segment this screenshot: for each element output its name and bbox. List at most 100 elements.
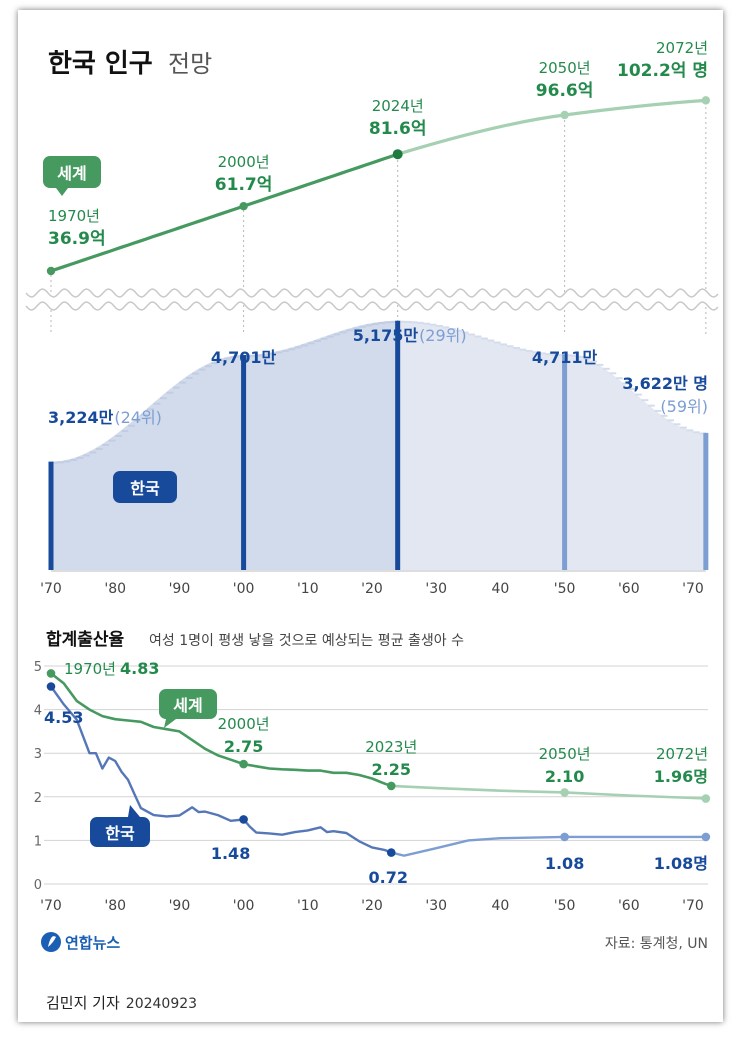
fertility-x-tick: '10 [297, 898, 319, 914]
world-badge [43, 156, 101, 188]
pop-x-tick: '00 [233, 581, 255, 597]
korea-area-step [680, 426, 687, 429]
fertility-world-label-value: 2.10 [545, 767, 584, 786]
korea-area-step [282, 349, 289, 352]
fertility-world-label-1970: 1970년 4.83 [64, 659, 159, 678]
korea-area-step [359, 325, 366, 328]
korea-area-step [134, 419, 142, 422]
pop-x-tick: '30 [425, 581, 447, 597]
world-label-year: 2072년 [656, 39, 708, 57]
fertility-world-point [239, 759, 248, 769]
korea-area-step [609, 372, 617, 375]
pop-x-tick: 40 [491, 581, 509, 597]
korea-bar [703, 432, 709, 570]
korea-area-step [108, 439, 116, 442]
fertility-korea-label-1970: 4.53 [44, 708, 83, 727]
korea-area-step [660, 414, 668, 417]
chart-subtitle: 전망 [168, 50, 212, 78]
fertility-x-tick: '90 [169, 898, 191, 914]
korea-bar [241, 354, 247, 570]
korea-area-step [320, 337, 328, 340]
korea-bar [48, 461, 54, 570]
fertility-y-tick: 1 [34, 834, 42, 849]
korea-area-step [699, 432, 707, 435]
korea-area-step [590, 360, 597, 363]
korea-label-1970-value: 3,224만 [48, 408, 114, 427]
korea-area-step [577, 355, 585, 358]
korea-area-step [198, 368, 206, 371]
korea-bar [395, 320, 401, 570]
world-point [560, 110, 569, 120]
korea-area-step [615, 377, 623, 380]
korea-label-2024-value: 5,175만 [353, 326, 419, 345]
fertility-y-tick: 0 [34, 878, 42, 893]
fertility-y-tick: 3 [34, 747, 42, 762]
korea-label-2050-value: 4,711만 [532, 348, 598, 367]
korea-area-step [179, 381, 187, 384]
korea-area-step [372, 323, 379, 326]
korea-area-step [140, 413, 148, 416]
fertility-x-tick: '30 [425, 898, 447, 914]
world-point [392, 149, 403, 160]
fertility-korea-point [46, 682, 56, 691]
korea-area-step [128, 424, 135, 427]
world-point [701, 96, 711, 105]
axis-break-fill [26, 289, 718, 310]
korea-area-step [596, 363, 604, 366]
korea-area-step [51, 461, 58, 464]
world-point [239, 201, 248, 211]
korea-area-step [275, 351, 283, 354]
korea-area-step [506, 345, 514, 348]
korea-label-1970: 3,224만(24위) [48, 408, 162, 427]
fertility-x-tick: '70 [682, 898, 704, 914]
fertility-x-tick: '70 [40, 898, 62, 914]
world-label-value: 61.7억 [215, 175, 273, 195]
korea-area-step [205, 365, 212, 368]
fertility-korea-label-2050: 1.08 [545, 854, 584, 873]
korea-area-step [442, 326, 450, 329]
fertility-korea-badge [90, 817, 150, 847]
fertility-korea-label-2023: 0.72 [369, 868, 408, 887]
korea-area-step [461, 331, 469, 334]
korea-area-step [416, 321, 424, 324]
fertility-world-point [46, 669, 56, 678]
fertility-title: 합계출산율 [46, 629, 125, 650]
korea-area-step [628, 387, 636, 390]
korea-area-step [121, 429, 129, 432]
axis-break-wave [25, 288, 719, 311]
korea-area-step [423, 322, 431, 325]
korea-area-past [51, 320, 398, 570]
korea-area-step [102, 443, 110, 446]
korea-area-step [603, 367, 610, 370]
korea-area-step [269, 352, 276, 355]
korea-area-step [346, 329, 354, 332]
korea-area-projection [397, 320, 706, 570]
korea-area-step [693, 431, 700, 434]
fertility-korea-projection [391, 835, 706, 857]
korea-area-step [166, 391, 174, 394]
korea-area-step [519, 348, 527, 351]
korea-area-step [147, 408, 155, 411]
world-label-value: 96.6억 [536, 81, 594, 101]
fertility-korea-point [560, 832, 569, 842]
korea-area-step [288, 348, 296, 351]
korea-area-step [192, 372, 199, 375]
korea-area-step [57, 461, 65, 464]
korea-area-step [230, 356, 238, 359]
korea-area-step [172, 386, 180, 389]
korea-area-step [211, 362, 219, 365]
korea-area-step [243, 354, 251, 357]
korea-area-step [474, 335, 482, 338]
korea-area-step [583, 357, 591, 360]
korea-area-step [217, 359, 225, 362]
korea-area-step [404, 320, 411, 323]
fertility-x-tick: '80 [104, 898, 126, 914]
korea-area-step [153, 402, 161, 405]
korea-label-2024: 5,175만(29위) [353, 326, 467, 345]
korea-area-step [641, 399, 649, 402]
korea-area-step [532, 351, 540, 354]
fertility-world-badge-label: 세계 [173, 696, 202, 715]
fertility-x-tick: '00 [233, 898, 255, 914]
world-label-value: 81.6억 [369, 119, 427, 139]
pop-x-tick: '70 [40, 581, 62, 597]
